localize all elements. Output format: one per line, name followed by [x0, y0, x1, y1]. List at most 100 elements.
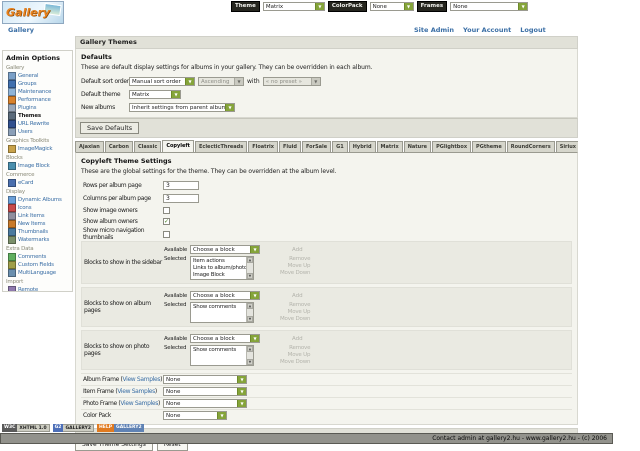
- show-album-owners-checkbox[interactable]: [163, 218, 170, 225]
- tab-matrix[interactable]: Matrix: [376, 141, 403, 152]
- move-down-link[interactable]: Move Down: [280, 316, 311, 322]
- sidebar-item-imagemagick[interactable]: ImageMagick: [6, 145, 72, 153]
- sidebar-item-custom-fields[interactable]: Custom Fields: [6, 261, 72, 269]
- your-account-link[interactable]: Your Account: [463, 26, 512, 34]
- scroll-up-icon[interactable]: [247, 303, 253, 309]
- default-theme-label: Default theme: [81, 91, 121, 98]
- sidebar-item-general[interactable]: General: [6, 72, 72, 80]
- remove-link[interactable]: Remove: [289, 302, 311, 308]
- breadcrumb-gallery[interactable]: Gallery: [8, 26, 35, 34]
- tab-classic[interactable]: Classic: [133, 141, 162, 152]
- logout-link[interactable]: Logout: [520, 26, 546, 34]
- tab-siriux[interactable]: Siriux: [555, 141, 578, 152]
- site-admin-link[interactable]: Site Admin: [414, 26, 454, 34]
- sidebar-item-users[interactable]: Users: [6, 128, 72, 136]
- list-item[interactable]: Show comments: [193, 347, 236, 353]
- colorpack-select[interactable]: None: [369, 2, 414, 11]
- move-up-link[interactable]: Move Up: [287, 352, 311, 358]
- gallery2-badge[interactable]: G2 GALLERY2: [52, 424, 95, 432]
- default-theme-select[interactable]: Matrix: [129, 90, 181, 99]
- album-frame-select[interactable]: None: [163, 375, 247, 384]
- move-down-link[interactable]: Move Down: [280, 270, 311, 276]
- scrollbar[interactable]: [246, 303, 253, 322]
- list-item[interactable]: Item actions: [193, 258, 225, 264]
- tab-nature[interactable]: Nature: [403, 141, 432, 152]
- sidebar-item-comments[interactable]: Comments: [6, 253, 72, 261]
- help-gallery2-badge[interactable]: HELP GALLERY2: [97, 424, 144, 432]
- tab-hybrid[interactable]: Hybrid: [348, 141, 376, 152]
- default-sort-order-select[interactable]: Manual sort order: [129, 77, 195, 86]
- tab-roundcorners[interactable]: RoundCorners: [506, 141, 555, 152]
- scroll-down-icon[interactable]: [247, 273, 253, 279]
- sidebar-item-dynamic-albums[interactable]: Dynamic Albums: [6, 196, 72, 204]
- save-defaults-button[interactable]: Save Defaults: [80, 122, 140, 134]
- sidebar-item-themes[interactable]: Themes: [6, 112, 72, 120]
- tab-pgtheme[interactable]: PGtheme: [472, 141, 506, 152]
- new-albums-select[interactable]: Inherit settings from parent album: [129, 103, 235, 112]
- sidebar-item-performance[interactable]: Performance: [6, 96, 72, 104]
- sidebar-item-ecard[interactable]: eCard: [6, 179, 72, 187]
- show-micro-nav-checkbox[interactable]: [163, 230, 170, 238]
- photo-blocks-add-link[interactable]: Add: [292, 335, 303, 342]
- gallery-logo[interactable]: Gallery: [2, 1, 64, 24]
- item-frame-samples-link[interactable]: View Samples: [117, 388, 155, 395]
- sidebar-item-new-items[interactable]: New Items: [6, 220, 72, 228]
- sidebar-item-groups[interactable]: Groups: [6, 80, 72, 88]
- tab-eclecticthreads[interactable]: EclecticThreads: [194, 141, 248, 152]
- sidebar-item-url-rewrite[interactable]: URL Rewrite: [6, 120, 72, 128]
- rows-per-page-input[interactable]: 3: [163, 181, 199, 190]
- tab-copyleft[interactable]: Copyleft: [162, 140, 194, 152]
- list-item[interactable]: Show comments: [193, 304, 236, 310]
- photo-blocks-choose-select[interactable]: Choose a block: [190, 334, 260, 343]
- tab-floatrix[interactable]: Floatrix: [248, 141, 278, 152]
- tab-forsale[interactable]: ForSale: [301, 141, 332, 152]
- album-blocks-listbox[interactable]: Show comments: [190, 302, 254, 323]
- move-up-link[interactable]: Move Up: [287, 263, 311, 269]
- sidebar-blocks-listbox[interactable]: Item actions Links to album/photo peers …: [190, 256, 254, 280]
- scroll-down-icon[interactable]: [247, 359, 253, 365]
- album-frame-samples-link[interactable]: View Samples: [122, 376, 161, 383]
- sidebar-item-maintenance[interactable]: Maintenance: [6, 88, 72, 96]
- sort-preset-select[interactable]: « no preset »: [262, 77, 321, 86]
- move-up-link[interactable]: Move Up: [287, 309, 311, 315]
- remove-link[interactable]: Remove: [289, 345, 311, 351]
- photo-frame-select[interactable]: None: [163, 399, 247, 408]
- item-frame-select[interactable]: None: [163, 387, 247, 396]
- sidebar-item-image-block[interactable]: Image Block: [6, 162, 72, 170]
- remove-link[interactable]: Remove: [289, 256, 311, 262]
- photo-frame-samples-link[interactable]: View Samples: [120, 400, 158, 407]
- frames-select[interactable]: None: [450, 2, 529, 11]
- tab-fluid[interactable]: Fluid: [278, 141, 301, 152]
- theme-select[interactable]: Matrix: [262, 2, 325, 11]
- list-item[interactable]: Links to album/photo peers: [193, 265, 246, 271]
- tab-pglightbox[interactable]: PGlightbox: [432, 141, 472, 152]
- tab-carbon[interactable]: Carbon: [104, 141, 133, 152]
- list-item[interactable]: Image Block: [193, 272, 225, 278]
- sidebar-item-icons[interactable]: Icons: [6, 204, 72, 212]
- sidebar-item-link-items[interactable]: Link Items: [6, 212, 72, 220]
- tab-g1[interactable]: G1: [332, 141, 348, 152]
- scrollbar[interactable]: [246, 257, 253, 279]
- sidebar-item-thumbnails[interactable]: Thumbnails: [6, 228, 72, 236]
- photo-blocks-listbox[interactable]: Show comments: [190, 345, 254, 366]
- sidebar-blocks-add-link[interactable]: Add: [292, 246, 303, 253]
- album-blocks-choose-select[interactable]: Choose a block: [190, 291, 260, 300]
- cols-per-page-input[interactable]: 3: [163, 194, 199, 203]
- album-blocks-add-link[interactable]: Add: [292, 292, 303, 299]
- show-image-owners-checkbox[interactable]: [163, 207, 170, 214]
- scroll-up-icon[interactable]: [247, 257, 253, 263]
- xhtml-badge[interactable]: W3C XHTML 1.0: [2, 424, 50, 432]
- sidebar-item-watermarks[interactable]: Watermarks: [6, 236, 72, 244]
- tab-ajaxian[interactable]: Ajaxian: [75, 141, 104, 152]
- scroll-up-icon[interactable]: [247, 346, 253, 352]
- sidebar-item-multilanguage[interactable]: MultiLanguage: [6, 269, 72, 277]
- sidebar-item-remote[interactable]: Remote: [6, 286, 72, 291]
- scrollbar[interactable]: [246, 346, 253, 365]
- color-pack-select[interactable]: None: [163, 411, 227, 420]
- sidebar-blocks-choose-select[interactable]: Choose a block: [190, 245, 260, 254]
- chevron-down-icon: [250, 292, 259, 299]
- sidebar-item-plugins[interactable]: Plugins: [6, 104, 72, 112]
- move-down-link[interactable]: Move Down: [280, 359, 311, 365]
- scroll-down-icon[interactable]: [247, 316, 253, 322]
- sort-direction-select[interactable]: Ascending: [198, 77, 244, 86]
